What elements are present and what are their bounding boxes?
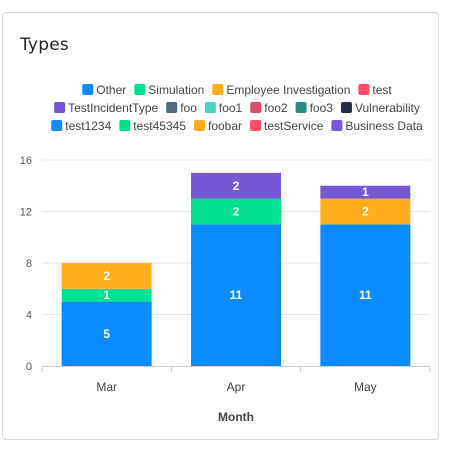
legend-label: foobar bbox=[208, 119, 242, 133]
legend-item-vulnerability[interactable]: Vulnerability bbox=[340, 101, 420, 115]
legend-swatch bbox=[340, 102, 352, 113]
bar-other-mar[interactable] bbox=[61, 301, 152, 366]
legend-label: foo1 bbox=[219, 101, 243, 115]
legend-item-employee-investigation[interactable]: Employee Investigation bbox=[212, 83, 350, 97]
bar-employee-investigation-may[interactable] bbox=[320, 198, 411, 225]
x-axis: Mar Apr May Month bbox=[41, 366, 431, 424]
bar-value-label: 2 bbox=[362, 205, 369, 219]
bar-simulation-apr[interactable] bbox=[191, 198, 281, 225]
card-title: Types bbox=[20, 35, 69, 55]
legend-item-simulation[interactable]: Simulation bbox=[134, 83, 204, 97]
legend-item-test45345[interactable]: test45345 bbox=[119, 119, 186, 133]
legend-item-other[interactable]: Other bbox=[82, 83, 126, 97]
legend-item-test[interactable]: test bbox=[358, 83, 392, 97]
bar-value-label: 11 bbox=[359, 288, 372, 302]
x-tick-label: May bbox=[354, 380, 377, 394]
legend-swatch bbox=[82, 84, 94, 95]
bar-value-label: 2 bbox=[103, 269, 110, 283]
legend-item-foo2[interactable]: foo2 bbox=[250, 101, 288, 115]
bar-value-label: 2 bbox=[233, 179, 240, 193]
bar-simulation-mar[interactable] bbox=[61, 288, 152, 302]
legend-swatch bbox=[358, 84, 370, 95]
x-axis-title: Month bbox=[218, 410, 254, 424]
legend-swatch bbox=[54, 102, 66, 113]
legend-item-foo[interactable]: foo bbox=[166, 101, 197, 115]
legend-label: Employee Investigation bbox=[226, 83, 350, 97]
legend-item-testservice[interactable]: testService bbox=[250, 119, 324, 133]
legend-label: Vulnerability bbox=[355, 101, 420, 115]
y-tick-label: 16 bbox=[20, 155, 32, 167]
legend-label: foo3 bbox=[310, 101, 334, 115]
legend-swatch bbox=[331, 120, 343, 131]
bar-value-label: 2 bbox=[233, 205, 240, 219]
legend-swatch bbox=[295, 102, 307, 113]
y-tick-label: 8 bbox=[26, 258, 32, 270]
legend-label: test1234 bbox=[65, 119, 111, 133]
x-tick-label: Apr bbox=[227, 380, 246, 394]
bar-other-apr[interactable] bbox=[191, 224, 281, 366]
legend-label: foo bbox=[180, 101, 197, 115]
legend-swatch bbox=[204, 102, 216, 113]
legend-item-foo3[interactable]: foo3 bbox=[295, 101, 334, 115]
bar-value-label: 5 bbox=[103, 327, 110, 341]
bar-stack-mar: 5 1 2 bbox=[61, 263, 152, 366]
y-tick-label: 12 bbox=[20, 207, 32, 219]
legend-item-business-data[interactable]: Business Data bbox=[331, 119, 423, 133]
bar-testincidenttype-may[interactable] bbox=[320, 185, 411, 199]
legend-swatch bbox=[51, 120, 63, 131]
legend-item-testincidenttype[interactable]: TestIncidentType bbox=[54, 101, 159, 115]
legend-swatch bbox=[250, 102, 262, 113]
bar-other-may[interactable] bbox=[320, 224, 411, 366]
bar-stack-apr: 11 2 2 bbox=[191, 172, 281, 366]
bar-value-label: 1 bbox=[103, 288, 110, 302]
y-axis-ticks: 0 4 8 12 16 bbox=[20, 155, 32, 373]
bar-value-label: 1 bbox=[362, 185, 369, 199]
legend-label: Simulation bbox=[148, 83, 204, 97]
legend-label: testService bbox=[264, 119, 324, 133]
legend-swatch bbox=[134, 84, 146, 95]
y-tick-label: 0 bbox=[26, 361, 32, 373]
x-tick-label: Mar bbox=[96, 380, 117, 394]
legend-swatch bbox=[212, 84, 224, 95]
bar-value-label: 11 bbox=[230, 288, 243, 302]
bar-stack-may: 11 2 1 bbox=[320, 185, 411, 366]
legend-swatch bbox=[194, 120, 205, 131]
legend-swatch bbox=[250, 120, 262, 131]
legend-swatch bbox=[166, 102, 178, 113]
legend-label: Business Data bbox=[345, 119, 423, 133]
chart-bars: 5 1 2 11 2 2 11 2 1 bbox=[61, 172, 411, 366]
legend-label: test bbox=[372, 83, 392, 97]
legend-swatch bbox=[119, 120, 131, 131]
legend-item-foo1[interactable]: foo1 bbox=[204, 101, 243, 115]
legend-item-foobar[interactable]: foobar bbox=[194, 119, 242, 133]
legend-label: Other bbox=[96, 83, 126, 97]
chart-legend: Other Simulation Employee Investigation tes… bbox=[51, 83, 423, 133]
bar-testincidenttype-apr[interactable] bbox=[191, 172, 281, 199]
legend-label: TestIncidentType bbox=[68, 101, 158, 115]
bar-employee-investigation-mar[interactable] bbox=[61, 263, 152, 289]
legend-label: test45345 bbox=[133, 119, 186, 133]
legend-item-test1234[interactable]: test1234 bbox=[51, 119, 112, 133]
y-tick-label: 4 bbox=[26, 310, 32, 322]
legend-label: foo2 bbox=[264, 101, 288, 115]
